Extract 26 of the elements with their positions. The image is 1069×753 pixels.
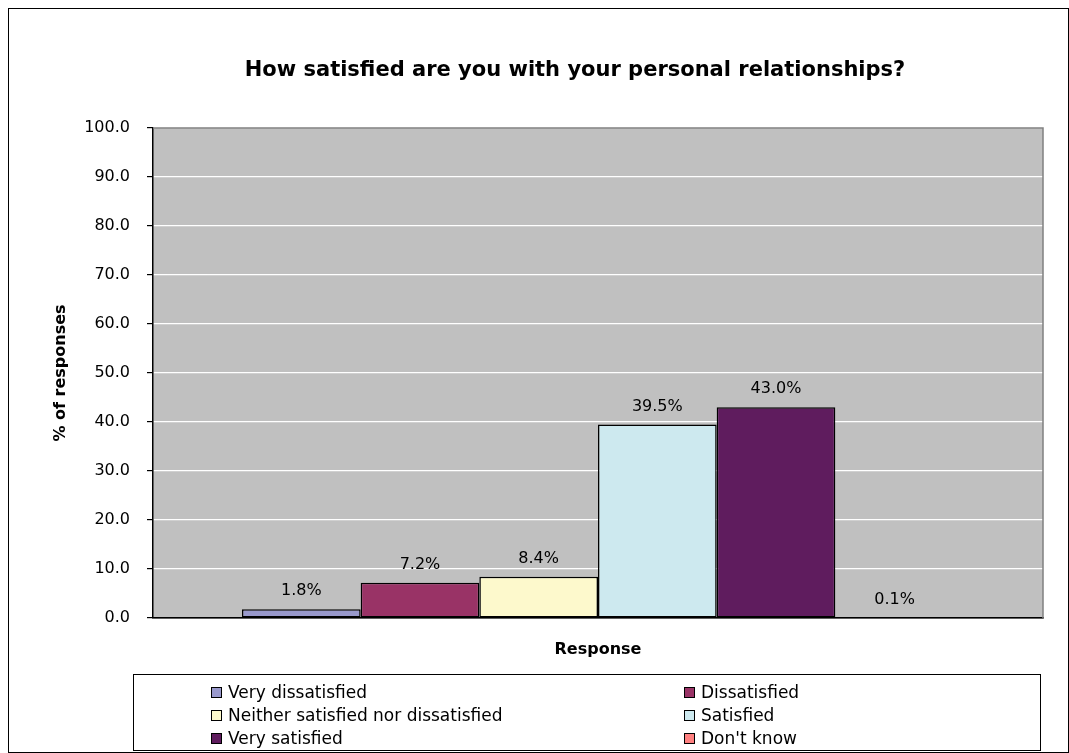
x-axis-title: Response (554, 638, 642, 658)
y-tick-label: 40.0 (94, 411, 130, 431)
y-tick-label: 100.0 (84, 117, 130, 137)
y-tick-label: 70.0 (94, 264, 130, 284)
legend-label: Satisfied (701, 704, 775, 726)
legend-label: Neither satisfied nor dissatisfied (228, 704, 503, 726)
legend-label: Very satisfied (228, 727, 343, 749)
legend-label: Don't know (701, 727, 797, 749)
data-label: 8.4% (518, 548, 559, 567)
data-label: 1.8% (281, 580, 322, 600)
y-tick-label: 60.0 (94, 313, 130, 333)
y-tick-label: 80.0 (94, 215, 130, 235)
legend-label: Dissatisfied (701, 681, 800, 703)
data-label: 43.0% (750, 378, 802, 398)
y-tick-label: 90.0 (94, 166, 130, 186)
y-axis-title: % of responses (49, 304, 69, 442)
data-label: 0.1% (874, 588, 915, 608)
y-tick-label: 50.0 (94, 362, 130, 382)
y-tick-label: 10.0 (94, 558, 130, 578)
y-tick-label: 20.0 (94, 509, 130, 529)
y-tick-label: 0.0 (104, 607, 130, 627)
data-label: 7.2% (399, 553, 441, 573)
data-label: 39.5% (631, 395, 683, 415)
chart-title: How satisfied are you with your personal relationships? (244, 57, 906, 82)
legend-label: Very dissatisfied (228, 681, 368, 703)
y-tick-label: 30.0 (94, 460, 130, 480)
